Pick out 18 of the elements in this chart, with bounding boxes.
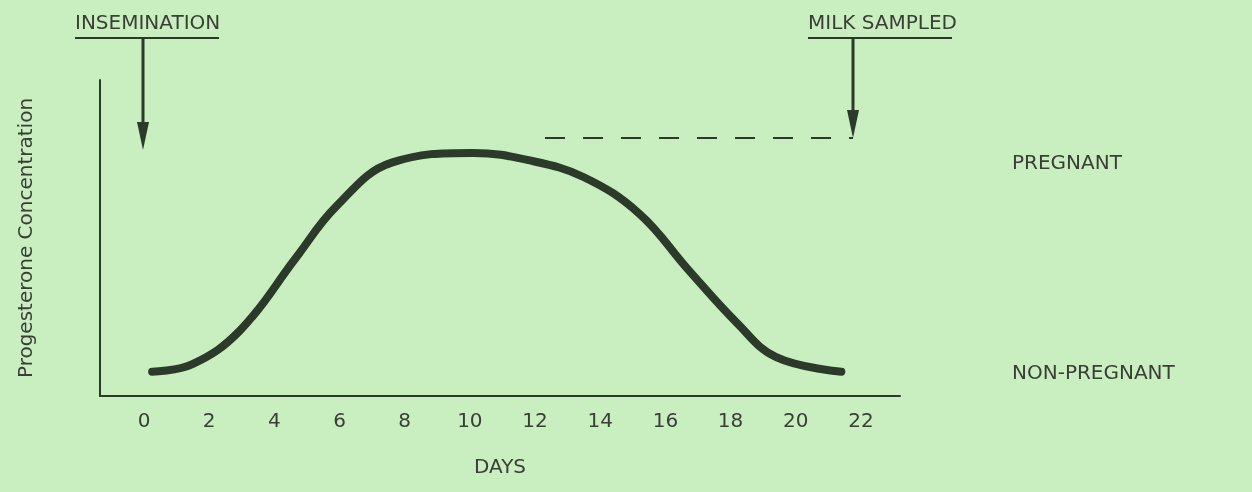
text: NON-PREGNANT — [1012, 360, 1176, 384]
x-tick-label: 22 — [848, 408, 874, 432]
x-tick-label: 16 — [652, 408, 679, 432]
y-axis-title: Progesterone Concentration — [13, 97, 37, 379]
x-tick-label: 10 — [457, 408, 483, 432]
x-tick-label: 20 — [783, 408, 809, 432]
x-tick-label: 0 — [137, 408, 151, 432]
x-tick-label: 14 — [587, 408, 613, 432]
x-tick-label: 2 — [202, 408, 216, 432]
text: MILK SAMPLED — [808, 10, 958, 34]
text: PREGNANT — [1012, 150, 1123, 174]
x-axis-title: DAYS — [473, 454, 527, 478]
x-tick-label: 8 — [398, 408, 412, 432]
x-tick-label: 4 — [267, 408, 281, 432]
x-tick-label: 6 — [333, 408, 346, 432]
x-tick-label: 12 — [522, 408, 548, 432]
x-tick-label: 18 — [717, 408, 744, 432]
text: INSEMINATION — [75, 10, 221, 34]
